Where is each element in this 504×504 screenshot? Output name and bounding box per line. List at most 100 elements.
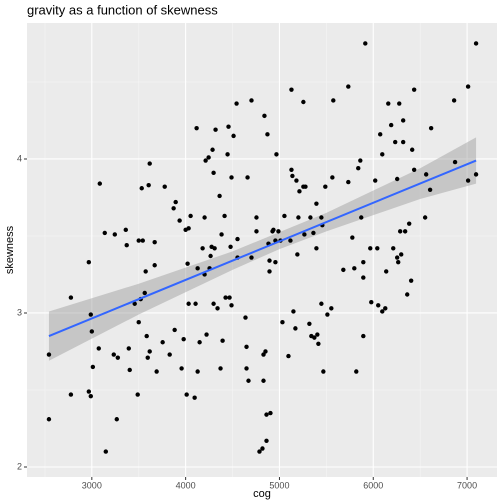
point — [89, 329, 95, 334]
point — [286, 353, 291, 359]
point — [376, 303, 381, 308]
point — [142, 290, 147, 296]
point — [323, 184, 328, 189]
point — [411, 87, 417, 92]
point — [115, 355, 121, 360]
point — [369, 300, 374, 305]
point — [68, 392, 74, 397]
point — [146, 182, 151, 188]
point — [144, 333, 149, 339]
point — [331, 98, 336, 103]
point — [135, 392, 140, 397]
point — [173, 199, 178, 205]
point — [452, 159, 458, 165]
point — [257, 449, 262, 454]
point — [386, 101, 391, 106]
point — [254, 215, 259, 220]
point — [271, 227, 276, 233]
point — [290, 173, 295, 179]
point — [243, 315, 248, 320]
point — [408, 278, 414, 283]
point — [206, 155, 211, 160]
point — [352, 266, 357, 271]
point — [219, 232, 224, 237]
point — [402, 229, 408, 234]
point — [380, 152, 385, 157]
point — [186, 226, 191, 231]
point — [358, 158, 363, 163]
point — [261, 378, 266, 383]
chart-title: gravity as a function of skewness — [27, 2, 218, 17]
x-axis-label: cog — [253, 488, 271, 500]
point — [244, 344, 249, 350]
point — [314, 201, 319, 206]
point — [301, 99, 306, 105]
y-tick-label: 3 — [17, 307, 22, 317]
point — [264, 412, 269, 417]
point — [181, 336, 186, 342]
point — [218, 366, 223, 371]
point — [136, 238, 141, 243]
point — [423, 172, 429, 177]
point — [274, 152, 279, 157]
point — [308, 215, 313, 220]
point — [245, 175, 250, 180]
point — [361, 333, 366, 339]
point — [473, 41, 479, 46]
point — [171, 206, 176, 211]
point — [215, 306, 220, 311]
point — [315, 332, 320, 337]
point — [319, 301, 324, 306]
point — [465, 84, 471, 89]
point — [208, 253, 213, 259]
point — [167, 352, 172, 357]
point — [295, 252, 300, 257]
point — [228, 244, 233, 249]
point — [229, 175, 234, 180]
point — [378, 132, 383, 137]
point — [46, 352, 52, 357]
point — [152, 239, 157, 245]
point — [204, 332, 209, 337]
point — [90, 364, 96, 370]
point — [193, 301, 198, 306]
fit-line — [48, 159, 477, 338]
point — [210, 147, 215, 152]
point — [145, 355, 150, 360]
point — [185, 261, 190, 266]
point — [162, 184, 167, 189]
point — [411, 167, 417, 172]
point — [136, 320, 141, 325]
point — [234, 101, 239, 106]
point — [397, 101, 402, 106]
point — [140, 238, 145, 243]
point — [226, 124, 231, 129]
point — [229, 303, 234, 308]
point — [383, 306, 388, 311]
y-tick-label: 2 — [17, 461, 22, 471]
point — [346, 179, 351, 185]
point — [393, 139, 398, 145]
x-tick-label: 7000 — [457, 480, 477, 490]
x-tick-label: 4000 — [176, 480, 196, 490]
point — [303, 184, 308, 189]
point — [356, 166, 361, 171]
point — [194, 125, 199, 131]
point — [126, 346, 131, 351]
point — [147, 161, 152, 166]
point — [397, 229, 403, 234]
point — [325, 312, 330, 317]
point — [361, 275, 366, 280]
point — [451, 98, 457, 103]
point — [297, 189, 302, 194]
point — [296, 215, 301, 220]
point — [312, 335, 317, 340]
point — [244, 366, 249, 371]
point — [375, 246, 380, 251]
point — [394, 255, 400, 260]
point — [422, 215, 428, 220]
point — [212, 246, 217, 251]
point — [177, 218, 182, 223]
point — [197, 340, 202, 345]
